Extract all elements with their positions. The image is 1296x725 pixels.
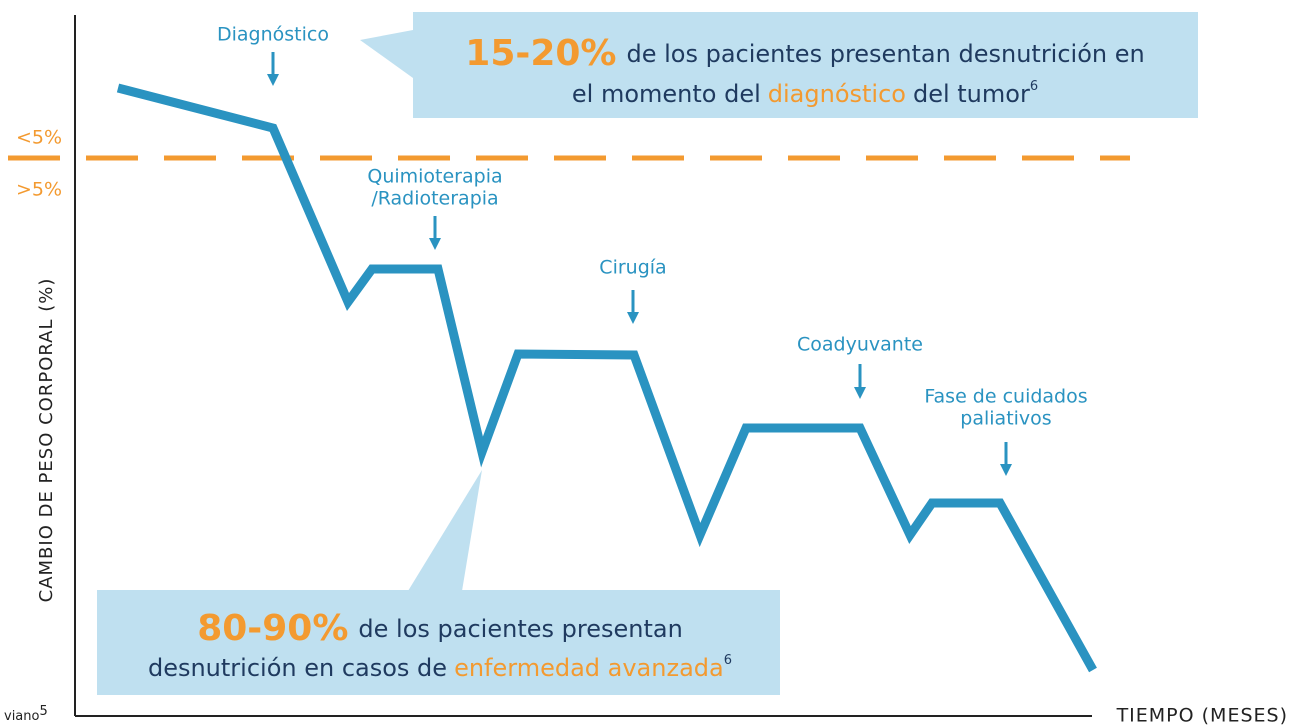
text-part: de los pacientes presentan desnutrición … [627,40,1145,68]
text-part: diagnóstico [768,80,906,108]
callout-text: 80-90% de los pacientes presentan [197,608,683,649]
text-part: 80-90% [197,608,348,649]
phase-label: /Radioterapia [371,188,498,210]
text-part: enfermedad avanzada [454,654,724,682]
text-part: del tumor [913,80,1030,108]
callout-tail [360,30,413,78]
callout-tail [408,470,482,591]
phase-label: Fase de cuidados [924,386,1087,408]
footnote: viano5 [4,704,48,724]
text-part: 15-20% [465,33,616,74]
phase-label: paliativos [960,408,1051,430]
text-part: desnutrición en casos de [148,654,447,682]
callout-box [97,590,780,695]
callout-text: 15-20% de los pacientes presentan desnutr… [465,33,1144,74]
phase-label: Quimioterapia [367,166,502,188]
callout-box [413,12,1198,118]
text-part: 6 [724,653,732,668]
phase-label: Cirugía [599,257,666,279]
text-part: viano [4,709,40,724]
phase-label: Coadyuvante [797,334,923,356]
callout-text: el momento del diagnóstico del tumor6 [572,79,1038,109]
callout-text: desnutrición en casos de enfermedad avanz… [148,653,732,683]
x-axis-label: TIEMPO (MESES) [1116,705,1288,725]
threshold-label: <5% [16,127,62,149]
phase-label: Diagnóstico [217,24,329,46]
y-axis-label: CAMBIO DE PESO CORPORAL (%) [36,278,57,603]
text-part: de los pacientes presentan [358,615,682,643]
threshold-label: >5% [16,179,62,201]
text-part: el momento del [572,80,761,108]
text-part: 6 [1030,79,1038,94]
text-part: 5 [39,704,47,719]
weight-line [116,83,1097,673]
